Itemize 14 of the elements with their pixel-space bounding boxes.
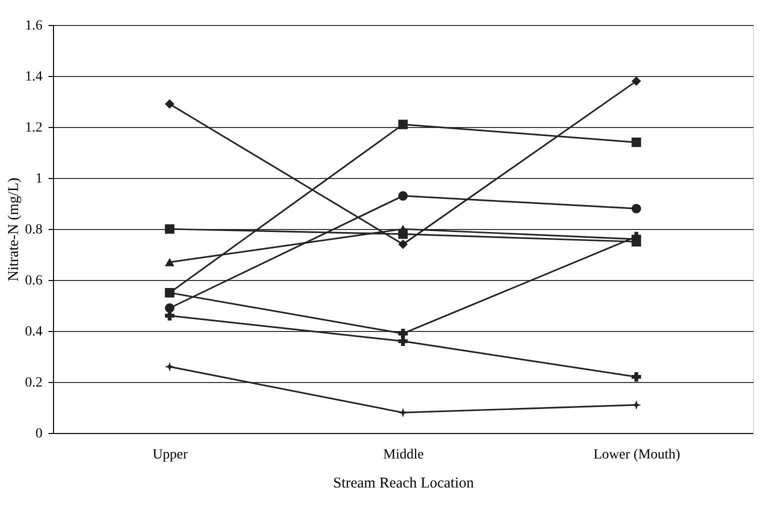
x-tick-label: Lower (Mouth) bbox=[593, 448, 681, 462]
x-axis-title: Stream Reach Location bbox=[333, 476, 474, 492]
y-tick-label: 0.8 bbox=[25, 222, 42, 238]
x-tick-label: Upper bbox=[152, 448, 188, 462]
y-axis-title: Nitrate-N (mg/L) bbox=[6, 178, 22, 282]
y-tick-label: 0.6 bbox=[25, 274, 42, 288]
y-tick-label: 0 bbox=[36, 426, 42, 442]
x-tick-label: Middle bbox=[383, 448, 424, 462]
y-tick-label: 1.4 bbox=[25, 70, 42, 84]
y-tick-label: 1.6 bbox=[25, 18, 42, 34]
y-tick-label: 1.2 bbox=[25, 120, 42, 136]
y-tick-label: 1 bbox=[36, 172, 42, 186]
y-tick-label: 0.4 bbox=[25, 324, 42, 340]
y-tick-label: 0.2 bbox=[25, 376, 42, 390]
